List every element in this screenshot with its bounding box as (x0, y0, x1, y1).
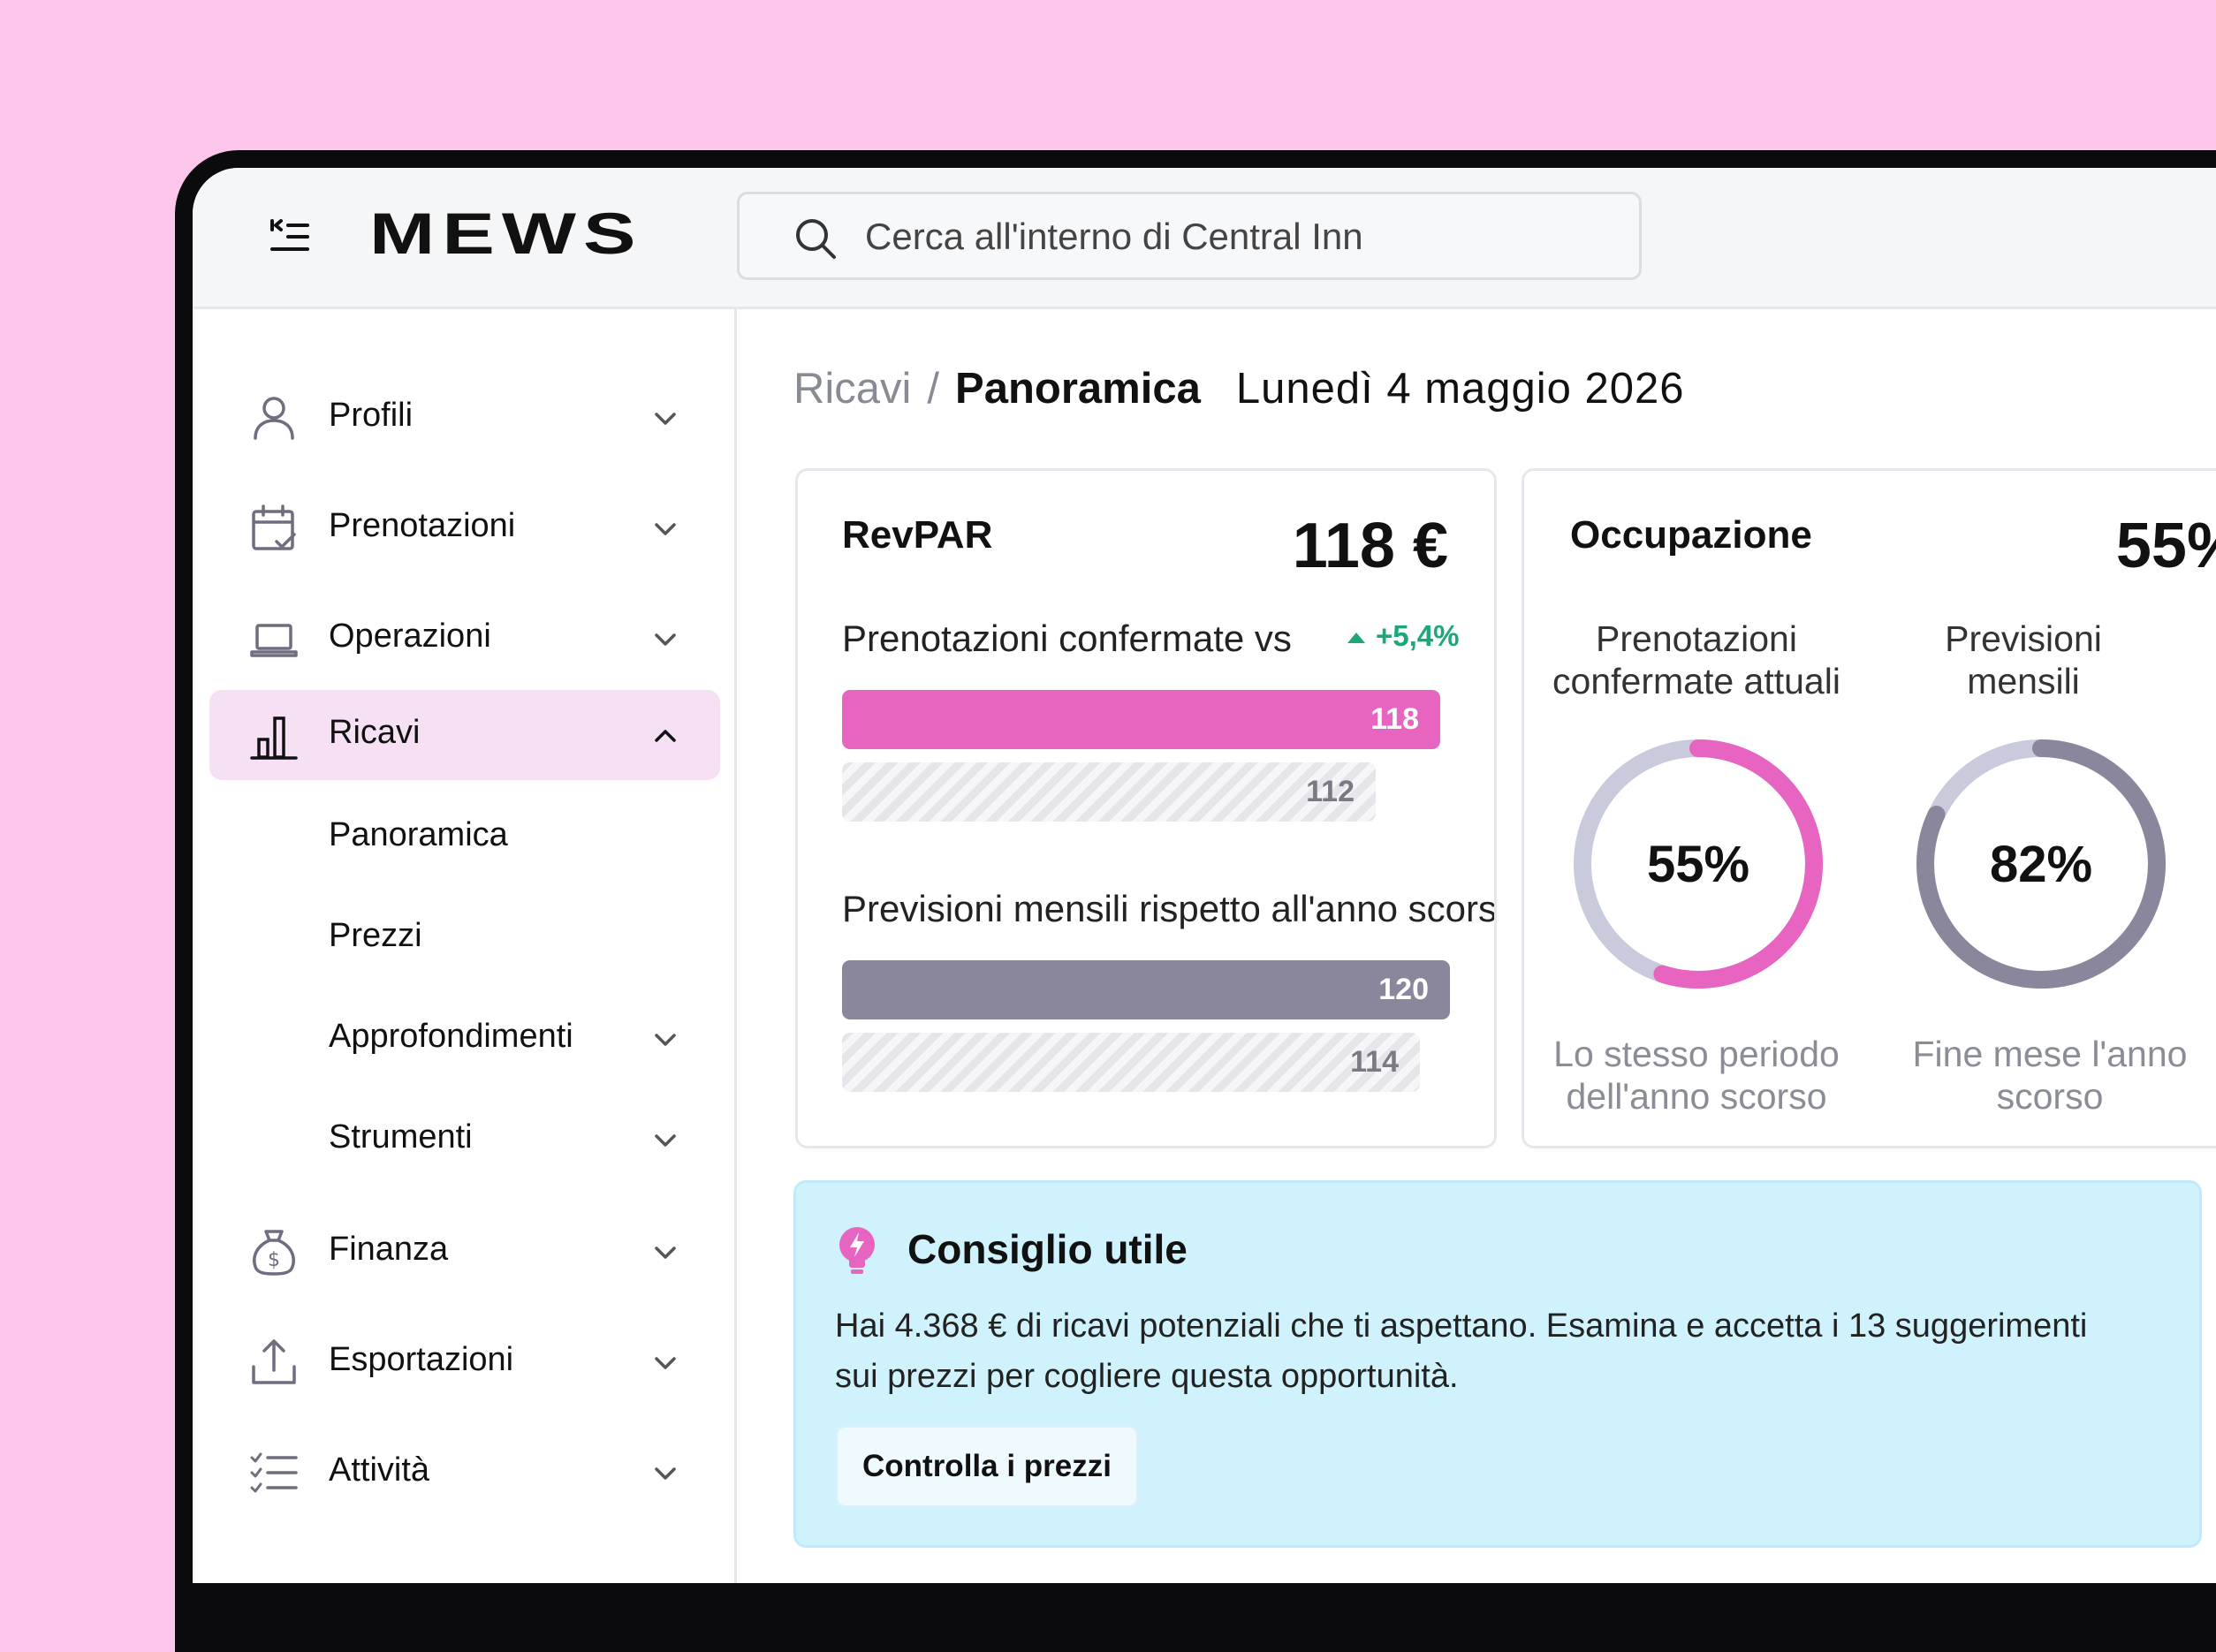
sidebar-subitem-approfondimenti[interactable]: Approfondimenti (329, 1002, 717, 1072)
money-bag-icon: $ (253, 1230, 295, 1276)
sidebar-subitem-label: Panoramica (329, 816, 508, 853)
trend-up-icon (1347, 633, 1365, 644)
delta-value: +5,4% (1376, 619, 1460, 652)
forecast-label: Previsioni mensili rispetto all'anno sco… (842, 888, 1497, 929)
sidebar-item-label: Prenotazioni (329, 507, 516, 544)
menu-collapse-icon[interactable] (265, 212, 315, 261)
sidebar-item-label: Ricavi (329, 714, 421, 751)
bar-value: 114 (1350, 1045, 1399, 1079)
occupancy-value: 55% (2115, 511, 2216, 581)
chevron-down-icon (655, 1034, 676, 1046)
occupancy-current-column: Prenotazioni confermate attuali (1533, 618, 1860, 702)
app-screen: MEWS Profili P (193, 168, 2216, 1583)
tip-body: Hai 4.368 € di ricavi potenziali che ti … (835, 1307, 2088, 1395)
tip-title: Consiglio utile (907, 1226, 1188, 1272)
sidebar-subitem-label: Strumenti (329, 1118, 473, 1156)
bar-value: 120 (1378, 973, 1429, 1006)
donut-heading: Prenotazioni confermate attuali (1552, 618, 1840, 701)
bar-confirmed-previous: 112 (842, 762, 1376, 822)
chevron-down-icon (655, 1357, 676, 1369)
chevron-down-icon (655, 1247, 676, 1259)
page-title: Panoramica (955, 365, 1201, 413)
revpar-card: RevPAR 118 € Prenotazioni confermate vs … (795, 468, 1497, 1148)
checklist-icon (250, 1452, 298, 1493)
brand-logo: MEWS (369, 201, 643, 266)
sidebar-item-label: Profili (329, 397, 414, 434)
laptop-icon (250, 624, 298, 657)
bar-forecast-previous: 114 (842, 1033, 1420, 1092)
donut-percentage: 82% (1989, 835, 2093, 893)
sidebar-item-label: Esportazioni (329, 1341, 514, 1378)
current-date: Lunedì 4 maggio 2026 (1235, 365, 1685, 413)
breadcrumb: Ricavi / Panoramica Lunedì 4 maggio 2026 (793, 364, 1685, 417)
svg-text:$: $ (268, 1249, 280, 1271)
upload-icon (252, 1339, 296, 1384)
sidebar-item-label: Finanza (329, 1231, 449, 1268)
chevron-down-icon (655, 413, 676, 425)
sidebar-item-profili[interactable]: Profili (209, 373, 720, 463)
chevron-down-icon (655, 1134, 676, 1147)
occupancy-forecast-donut: 82% (1913, 736, 2169, 992)
search-icon (796, 219, 836, 259)
bar-value: 118 (1370, 702, 1419, 736)
occupancy-card: Occupazione 55% Prenotazioni confermate … (1522, 468, 2216, 1148)
user-icon (254, 397, 294, 440)
breadcrumb-separator: / (927, 365, 940, 413)
sidebar-item-finanza[interactable]: $ Finanza (209, 1207, 720, 1297)
sidebar-subitem-label: Approfondimenti (329, 1018, 573, 1055)
bar-value: 112 (1306, 775, 1355, 808)
occupancy-forecast-footer: Fine mese l'anno scorso (1886, 1033, 2213, 1118)
chevron-down-icon (655, 523, 676, 535)
delta-badge: +5,4% (1346, 619, 1460, 653)
occupancy-current-donut: 55% (1570, 736, 1826, 992)
bar-confirmed-current: 118 (842, 690, 1440, 749)
sidebar-item-esportazioni[interactable]: Esportazioni (209, 1317, 720, 1407)
donut-caption: Fine mese l'anno scorso (1912, 1034, 2188, 1117)
donut-heading: Previsioni mensili (1945, 618, 2102, 701)
revpar-title: RevPAR (842, 513, 993, 557)
lightbulb-icon (839, 1227, 875, 1274)
check-prices-button[interactable]: Controlla i prezzi (835, 1425, 1139, 1508)
calendar-check-icon (252, 504, 296, 550)
sidebar-item-label: Attività (329, 1451, 430, 1489)
occupancy-forecast-column: Previsioni mensili (1886, 618, 2160, 702)
chevron-down-icon (655, 1467, 676, 1480)
sidebar-item-operazioni[interactable]: Operazioni (209, 594, 720, 684)
sidebar-subitem-prezzi[interactable]: Prezzi (329, 901, 717, 972)
donut-caption: Lo stesso periodo dell'anno scorso (1553, 1034, 1840, 1117)
revpar-value: 118 € (1292, 511, 1448, 581)
confirmed-bookings-label: Prenotazioni confermate vs (842, 618, 1292, 659)
bar-forecast-current: 120 (842, 960, 1450, 1019)
sidebar-subitem-panoramica[interactable]: Panoramica (329, 800, 717, 871)
chevron-down-icon (655, 633, 676, 646)
occupancy-title: Occupazione (1570, 513, 1812, 557)
sidebar-subitem-label: Prezzi (329, 917, 422, 954)
sidebar-item-ricavi[interactable]: Ricavi (209, 690, 720, 780)
sidebar-item-attivita[interactable]: Attività (209, 1428, 720, 1518)
sidebar-subitem-strumenti[interactable]: Strumenti (329, 1103, 717, 1173)
occupancy-current-footer: Lo stesso periodo dell'anno scorso (1533, 1033, 1860, 1118)
tip-panel: Consiglio utile Hai 4.368 € di ricavi po… (793, 1180, 2202, 1548)
sidebar-item-label: Operazioni (329, 618, 491, 655)
donut-percentage: 55% (1646, 835, 1750, 893)
top-bar: MEWS (193, 168, 2216, 309)
search-box[interactable] (737, 192, 1642, 280)
search-input[interactable] (863, 207, 1627, 267)
sidebar: Profili Prenotazioni Operazioni (193, 309, 737, 1583)
sidebar-item-prenotazioni[interactable]: Prenotazioni (209, 483, 720, 573)
chevron-up-icon (655, 730, 676, 742)
breadcrumb-section[interactable]: Ricavi (793, 365, 912, 413)
bar-chart-icon (250, 716, 298, 760)
